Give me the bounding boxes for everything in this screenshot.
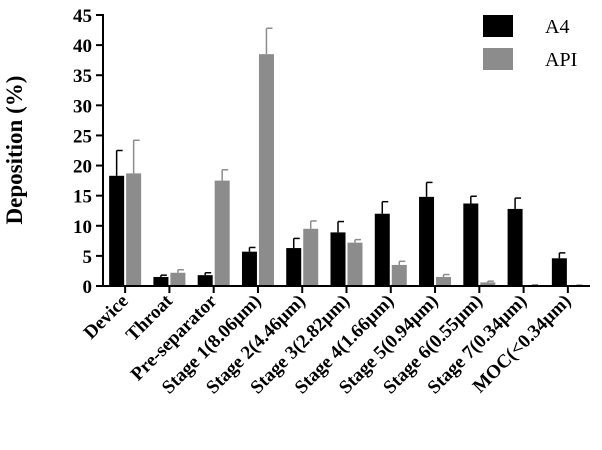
y-tick-label: 15 [73, 187, 92, 208]
x-tick-label: Device [80, 291, 133, 344]
bar-a4 [286, 248, 302, 286]
y-tick-label: 35 [73, 66, 92, 87]
bar-a4 [197, 275, 213, 286]
y-axis-title: Deposition (%) [2, 76, 27, 225]
legend-swatch-a4 [483, 15, 513, 37]
y-axis: 0 5 10 15 20 25 30 35 40 45 [73, 6, 104, 298]
y-tick-label: 45 [73, 6, 92, 27]
bar-api [303, 228, 319, 286]
legend: A4 API [483, 15, 577, 71]
legend-swatch-api [483, 48, 513, 70]
bar-a4 [153, 276, 169, 286]
y-tick-label: 0 [83, 277, 93, 298]
bar-a4 [507, 208, 523, 286]
bar-a4 [330, 232, 346, 286]
y-tick-label: 40 [73, 36, 92, 57]
bar-api [436, 276, 452, 286]
y-tick-label: 10 [73, 217, 92, 238]
bar-api [170, 272, 186, 286]
y-tick-label: 5 [83, 247, 93, 268]
bar-series [109, 27, 584, 287]
bar-a4 [551, 258, 567, 286]
bar-a4 [374, 213, 390, 286]
bar-api [214, 180, 230, 286]
bar-api [480, 282, 496, 286]
bar-api [258, 54, 274, 287]
legend-label-api: API [545, 49, 577, 71]
bar-api [391, 264, 407, 286]
bar-a4 [109, 175, 125, 286]
y-tick-label: 20 [73, 157, 92, 178]
bar-api [347, 242, 363, 286]
bar-api [126, 173, 142, 286]
legend-label-a4: A4 [545, 16, 569, 38]
bar-a4 [463, 203, 479, 286]
y-tick-label: 25 [73, 126, 92, 147]
y-tick-label: 30 [73, 96, 92, 117]
bar-a4 [241, 251, 257, 286]
bar-a4 [419, 196, 435, 286]
